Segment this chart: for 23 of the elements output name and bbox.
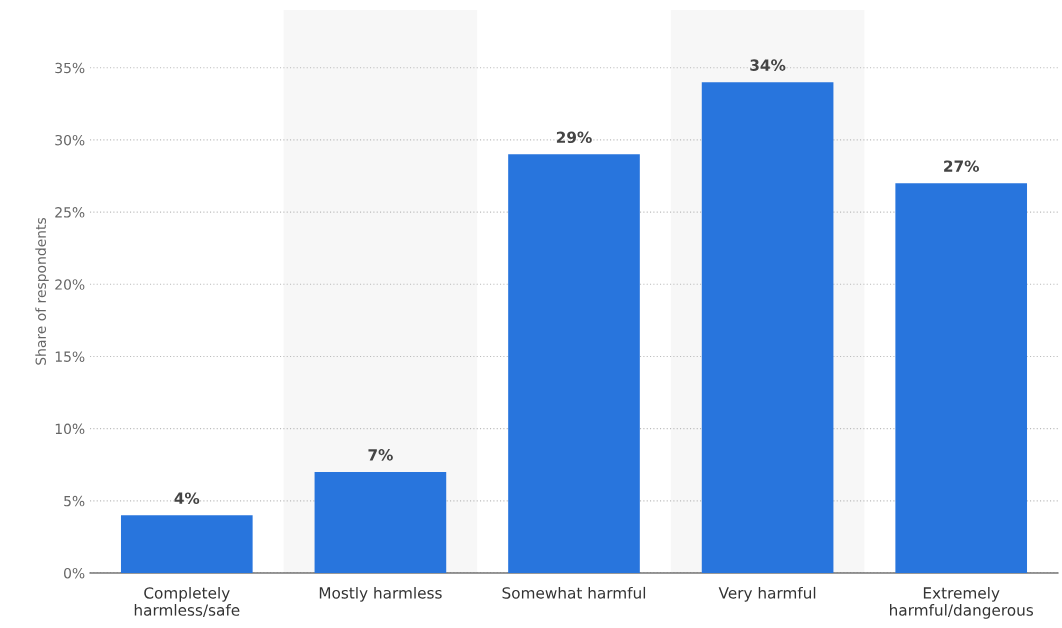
y-tick-label: 0%	[64, 567, 85, 579]
data-label: 7%	[368, 449, 393, 461]
x-tick-label: Somewhat harmful	[502, 586, 646, 599]
y-axis-title: Share of respondents	[35, 217, 49, 365]
x-tick-label: Completely harmless/safe	[134, 586, 240, 618]
bar	[508, 154, 640, 573]
y-tick-label: 20%	[55, 279, 85, 290]
y-tick-label: 5%	[64, 495, 85, 507]
bar	[120, 515, 253, 573]
data-label: 34%	[750, 59, 786, 71]
data-label: 4%	[174, 492, 200, 504]
data-label: 29%	[556, 131, 592, 144]
x-tick-label: Mostly harmless	[319, 586, 442, 602]
x-tick-label: Extremely harmful/dangerous	[890, 586, 1034, 619]
y-tick-label: 10%	[55, 423, 85, 435]
data-label: 27%	[944, 160, 979, 172]
bar	[314, 471, 447, 573]
y-tick-label: 30%	[55, 134, 85, 146]
y-tick-label: 15%	[55, 351, 85, 362]
y-tick-label: 25%	[55, 207, 85, 218]
y-tick-label: 35%	[55, 62, 85, 74]
x-tick-label: Very harmful	[718, 586, 816, 602]
bar	[895, 183, 1028, 573]
